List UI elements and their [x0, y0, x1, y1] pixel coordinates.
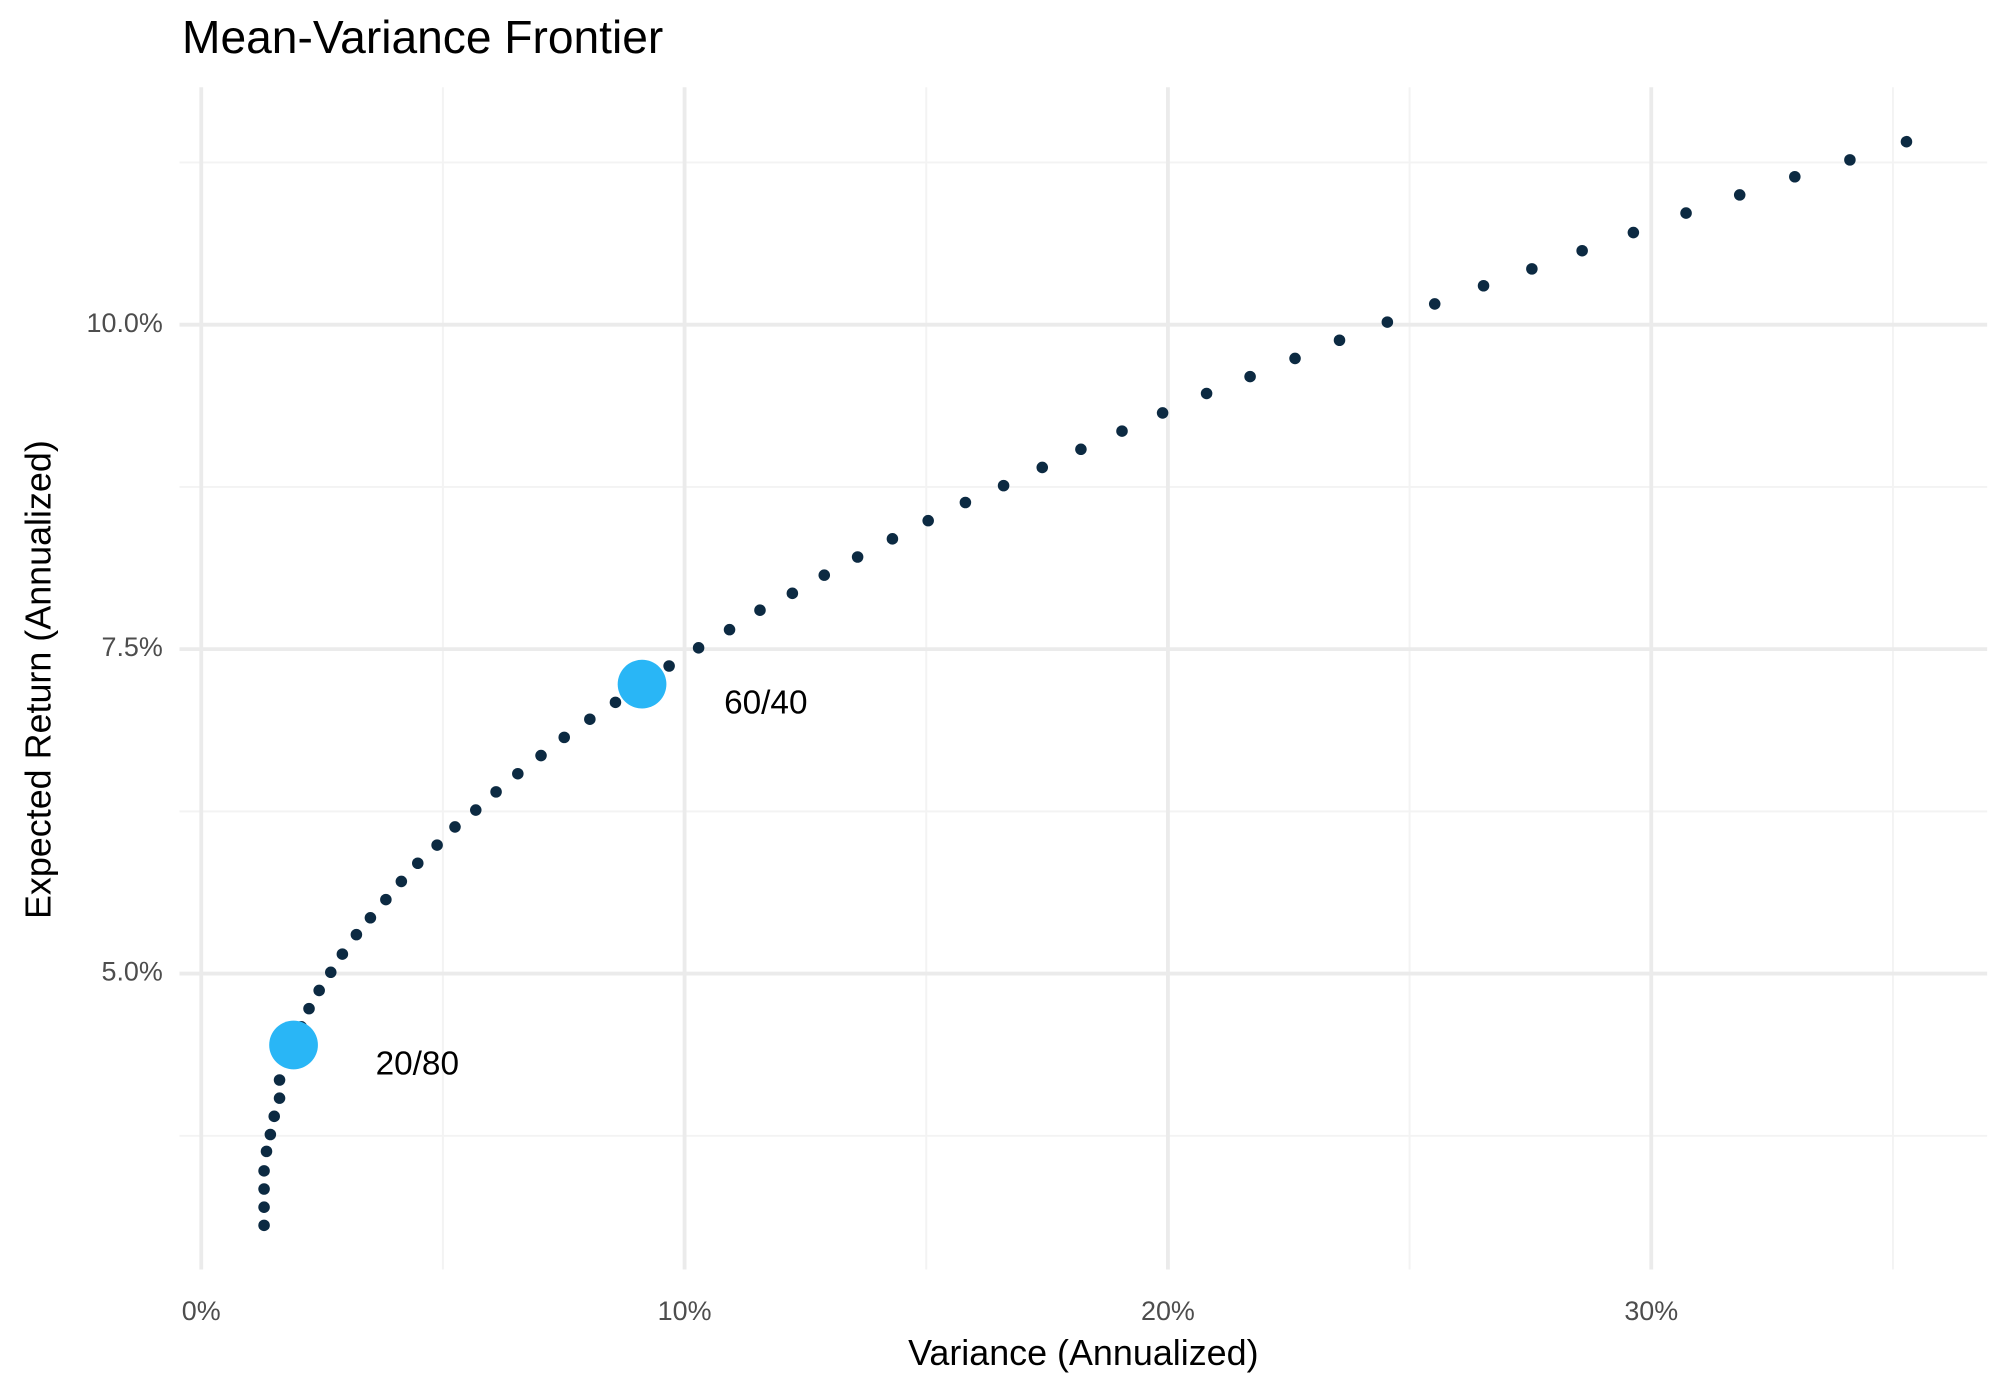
point — [851, 551, 864, 563]
point — [268, 1110, 280, 1123]
point — [470, 804, 482, 816]
point — [336, 948, 349, 960]
point — [431, 839, 443, 851]
point — [258, 1201, 270, 1213]
x-tick-label: 0% — [182, 1296, 221, 1326]
point — [1844, 154, 1856, 166]
point — [1576, 244, 1588, 257]
point — [350, 928, 363, 941]
point — [364, 911, 377, 924]
point — [997, 479, 1010, 492]
point — [1680, 207, 1692, 219]
point — [412, 857, 424, 870]
point — [1036, 461, 1049, 474]
point — [264, 1128, 277, 1141]
point — [1200, 387, 1213, 400]
point — [325, 966, 337, 979]
point — [273, 1074, 286, 1086]
x-tick-label: 30% — [1624, 1296, 1678, 1326]
y-tick-label: 7.5% — [101, 632, 162, 662]
point — [258, 1219, 270, 1232]
point — [535, 749, 547, 762]
point — [512, 767, 524, 780]
point — [273, 1092, 286, 1104]
point — [1381, 316, 1394, 328]
annotation-label: 60/40 — [724, 684, 807, 721]
point — [1333, 334, 1346, 347]
point — [1244, 370, 1256, 383]
point — [1789, 170, 1801, 183]
point — [1526, 263, 1538, 275]
point — [818, 569, 831, 581]
point — [886, 533, 899, 545]
y-axis-title: Expected Return (Annualized) — [19, 440, 59, 919]
point — [1477, 279, 1490, 292]
point — [1289, 352, 1301, 365]
point — [584, 713, 596, 725]
y-tick-label: 5.0% — [101, 957, 162, 987]
point — [260, 1145, 273, 1158]
chart-title: Mean-Variance Frontier — [182, 11, 663, 63]
point — [1116, 425, 1128, 437]
point — [380, 893, 392, 906]
point — [1075, 443, 1087, 456]
y-tick-label: 10.0% — [87, 308, 163, 338]
point — [1156, 407, 1169, 419]
point — [449, 821, 461, 833]
point — [1900, 135, 1913, 148]
point — [609, 696, 622, 709]
point — [754, 604, 766, 616]
point — [303, 1002, 315, 1015]
point — [786, 587, 799, 600]
x-axis-title: Variance (Annualized) — [908, 1333, 1258, 1373]
highlight-point — [269, 1020, 318, 1070]
point — [1428, 298, 1441, 310]
point — [1627, 226, 1640, 239]
point — [1733, 189, 1746, 201]
point — [258, 1183, 270, 1195]
point — [692, 642, 705, 654]
point — [558, 731, 570, 744]
annotation-label: 20/80 — [376, 1045, 459, 1082]
point — [959, 496, 972, 509]
point — [922, 514, 934, 527]
point — [490, 786, 502, 798]
point — [258, 1165, 270, 1177]
point — [723, 623, 736, 636]
x-tick-label: 20% — [1141, 1296, 1195, 1326]
highlight-point — [617, 659, 667, 709]
point — [313, 984, 325, 997]
point — [663, 660, 675, 672]
x-tick-label: 10% — [658, 1296, 712, 1326]
point — [395, 875, 408, 888]
